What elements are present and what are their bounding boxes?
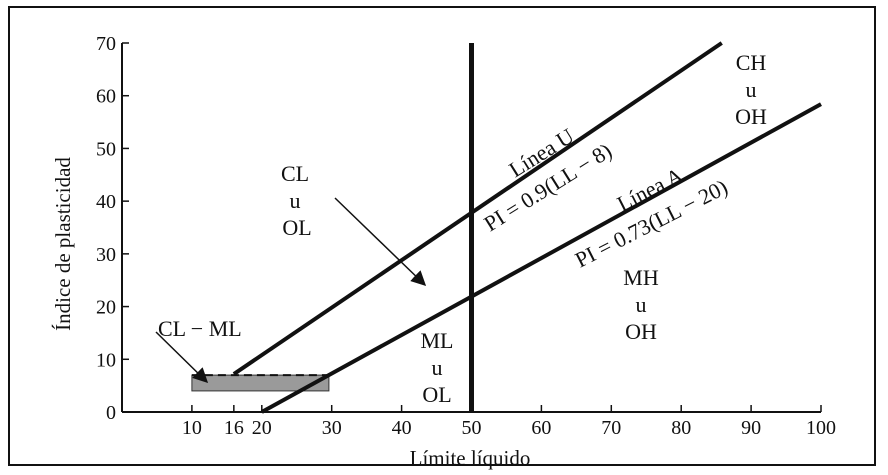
x-tick-label: 40 [392,417,412,439]
region-ml-ol-line3: OL [422,382,451,407]
region-mh-oh-line3: OH [625,319,657,344]
line-a [260,102,822,414]
region-mh-oh-label: MH u OH [623,265,659,344]
x-tick-label: 16 [224,417,244,439]
region-ml-ol-line2: u [432,355,443,380]
x-tick-label: 20 [252,417,272,439]
region-ch-oh-line1: CH [736,50,767,75]
y-tick-label: 30 [96,244,116,266]
y-tick-label: 40 [96,191,116,213]
region-ml-ol-label: ML u OL [421,328,454,407]
cl-ml-arrow [155,331,209,384]
cl-ol-arrow [334,197,427,287]
region-cl-ml-label: CL − ML [158,316,242,341]
y-tick-label: 0 [106,402,116,424]
y-tick-label: 50 [96,138,116,160]
x-tick-label: 60 [531,417,551,439]
y-tick-label: 60 [96,86,116,108]
x-tick-label: 90 [741,417,761,439]
y-tick-label: 70 [96,33,116,55]
line-u [232,41,723,376]
x-tick-label: 50 [462,417,482,439]
region-ch-oh-line3: OH [735,104,767,129]
x-tick-label: 80 [671,417,691,439]
region-mh-oh-line1: MH [623,265,659,290]
x-tick-label: 70 [601,417,621,439]
y-tick-label: 10 [96,349,116,371]
region-cl-ol-line2: u [290,188,301,213]
region-cl-ol-line1: CL [281,161,309,186]
x-tick-label: 100 [806,417,836,439]
x-tick-label: 10 [182,417,202,439]
x-tick-label: 30 [322,417,342,439]
region-ch-oh-label: CH u OH [735,50,767,129]
y-tick-label: 20 [96,297,116,319]
y-axis-title: Índice de plasticidad [51,157,75,331]
figure-frame [8,6,876,466]
region-mh-oh-line2: u [636,292,647,317]
region-ml-ol-line1: ML [421,328,454,353]
x-axis-title: Límite líquido [410,446,531,470]
region-cl-ol-label: CL u OL [281,161,312,240]
region-ch-oh-line2: u [746,77,757,102]
region-cl-ol-line3: OL [282,215,311,240]
